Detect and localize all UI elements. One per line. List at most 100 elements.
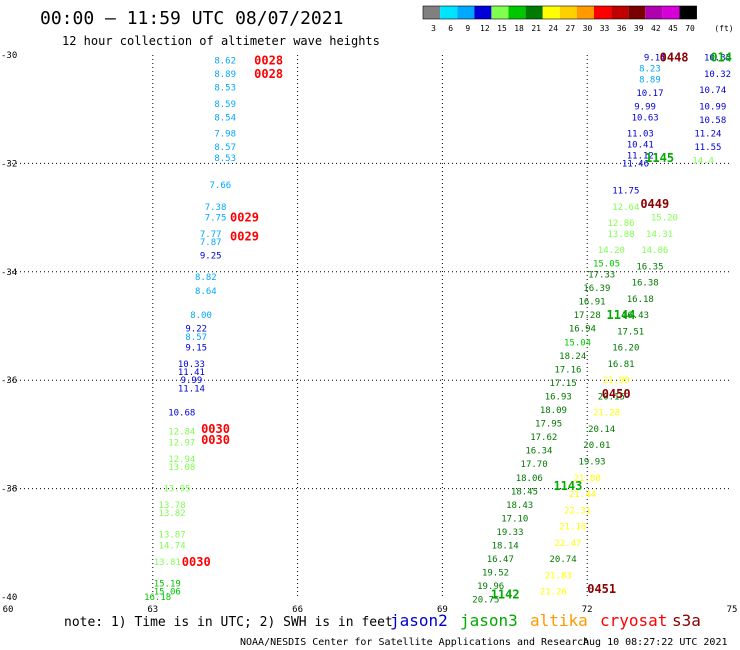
colorbar-swatch — [645, 6, 663, 19]
note-text: note: 1) Time is in UTC; 2) SWH is in fe… — [64, 615, 393, 630]
wave-height-label: 17.33 — [588, 271, 615, 281]
satellite-legend-jason2: jason2 — [390, 611, 448, 630]
wave-height-label: 12.64 — [612, 203, 639, 213]
wave-height-label: 10.17 — [636, 89, 663, 99]
wave-height-label: 8.89 — [214, 70, 236, 80]
wave-height-label: 18.14 — [492, 542, 519, 552]
wave-height-label: 18.24 — [559, 352, 586, 362]
wave-height-label: 16.93 — [545, 392, 572, 402]
wave-height-label: 8.00 — [190, 311, 212, 321]
chart-gridlines — [8, 55, 732, 597]
wave-height-label: 21.83 — [545, 571, 572, 581]
wave-height-label: 16.38 — [632, 279, 659, 289]
colorbar-swatch — [457, 6, 475, 19]
chart-axes: 60 63 66 69 72 75 -30 -32 -34 -36 -38 -40 — [1, 51, 737, 615]
wave-height-label: 8.64 — [195, 287, 217, 297]
colorbar-swatch — [662, 6, 680, 19]
wave-height-label: 13.88 — [607, 230, 634, 240]
wave-height-label: 7.75 — [205, 214, 227, 224]
wave-height-label: 16.35 — [636, 262, 663, 272]
wave-height-label: 8.54 — [214, 113, 236, 123]
wave-height-label: 20.01 — [583, 441, 610, 451]
colorbar-label: 33 — [600, 24, 610, 33]
pass-time-label: 0029 — [230, 211, 259, 225]
wave-height-label: 11.55 — [694, 143, 721, 153]
colorbar-swatch — [542, 6, 560, 19]
pass-time-label: 0030 — [182, 555, 211, 569]
satellite-legend-altika: altika — [530, 611, 588, 630]
pass-time-label: 1145 — [645, 151, 674, 165]
y-tick-label: -40 — [1, 593, 17, 603]
wave-height-label: 19.33 — [496, 528, 523, 538]
wave-height-label: 15.04 — [564, 338, 591, 348]
wave-height-label: 15.06 — [154, 588, 181, 598]
wave-height-label: 14.31 — [646, 230, 673, 240]
y-tick-label: -32 — [1, 159, 17, 169]
wave-height-label: 20.14 — [588, 425, 615, 435]
colorbar-legend: 3 6 9 12 15 18 21 24 27 30 33 36 39 42 45 70 (ft) — [422, 5, 734, 33]
colorbar-label: 45 — [668, 24, 678, 33]
colorbar-label: 21 — [531, 24, 541, 33]
pass-time-label: 0030 — [201, 422, 230, 436]
wave-height-label: 12.84 — [168, 428, 195, 438]
colorbar-unit: (ft) — [714, 24, 733, 33]
colorbar-swatch — [628, 6, 646, 19]
wave-height-label: 9.99 — [634, 102, 656, 112]
colorbar-label: 18 — [514, 24, 524, 33]
colorbar-label: 30 — [583, 24, 593, 33]
colorbar-swatch — [508, 6, 526, 19]
wave-height-label: 11.12 — [627, 151, 654, 161]
wave-height-label: 17.16 — [554, 365, 581, 375]
colorbar-label: 70 — [685, 24, 695, 33]
wave-height-label: 16.81 — [607, 360, 634, 370]
wave-height-label: 19.52 — [482, 569, 509, 579]
y-tick-label: -30 — [1, 51, 17, 61]
satellite-legend: jason2 jason3 altika cryosat s3a — [390, 611, 701, 630]
wave-height-label: 17.10 — [501, 514, 528, 524]
wave-height-label: 10.33 — [178, 360, 205, 370]
x-tick-label: 66 — [292, 605, 303, 615]
wave-height-label: 9.22 — [185, 325, 207, 335]
wave-height-label: 16.91 — [578, 298, 605, 308]
pass-time-label: 0451 — [587, 582, 616, 596]
wave-height-label: 22.47 — [554, 539, 581, 549]
wave-height-label: 8.82 — [195, 273, 217, 283]
chart-subtitle: 12 hour collection of altimeter wave hei… — [62, 34, 380, 48]
y-tick-label: -34 — [1, 268, 17, 278]
colorbar-swatch — [474, 6, 492, 19]
wave-height-label: 10.74 — [699, 86, 726, 96]
wave-height-label: 11.46 — [622, 159, 649, 169]
wave-height-label: 17.70 — [521, 460, 548, 470]
wave-height-label: 9.15 — [185, 344, 207, 354]
colorbar-label: 24 — [548, 24, 558, 33]
colorbar-swatch — [559, 6, 577, 19]
wave-height-label: 15.20 — [651, 214, 678, 224]
x-tick-label: 72 — [582, 605, 593, 615]
wave-height-label: 16.39 — [583, 284, 610, 294]
colorbar-swatch — [525, 6, 543, 19]
wave-height-label: 16.34 — [525, 447, 552, 457]
wave-height-label: 10.32 — [704, 70, 731, 80]
wave-height-label: 12.94 — [168, 455, 195, 465]
wave-height-label: 8.59 — [214, 100, 236, 110]
y-tick-label: -38 — [1, 485, 17, 495]
wave-height-label: 7.77 — [200, 230, 222, 240]
wave-height-label: 14.74 — [159, 542, 186, 552]
wave-height-label: 20.75 — [472, 596, 499, 606]
wave-height-label: 7.38 — [205, 203, 227, 213]
colorbar-swatch — [491, 6, 509, 19]
colorbar-label: 36 — [617, 24, 627, 33]
wave-height-label: 10.68 — [168, 409, 195, 419]
wave-height-label: 19.96 — [477, 582, 504, 592]
wave-height-label: 14.20 — [598, 246, 625, 256]
wave-height-label: 22.31 — [564, 506, 591, 516]
wave-height-label: 16.47 — [487, 555, 514, 565]
colorbar-swatch — [576, 6, 594, 19]
pass-time-label: 1142 — [491, 587, 520, 601]
wave-height-label: 12.86 — [607, 219, 634, 229]
satellite-legend-cryosat: cryosat — [600, 611, 667, 630]
wave-height-label: 7.66 — [210, 181, 232, 191]
wave-height-label: 11.41 — [178, 368, 205, 378]
wave-height-label: 8.53 — [214, 154, 236, 164]
pass-time-label: 0448 — [660, 51, 689, 65]
